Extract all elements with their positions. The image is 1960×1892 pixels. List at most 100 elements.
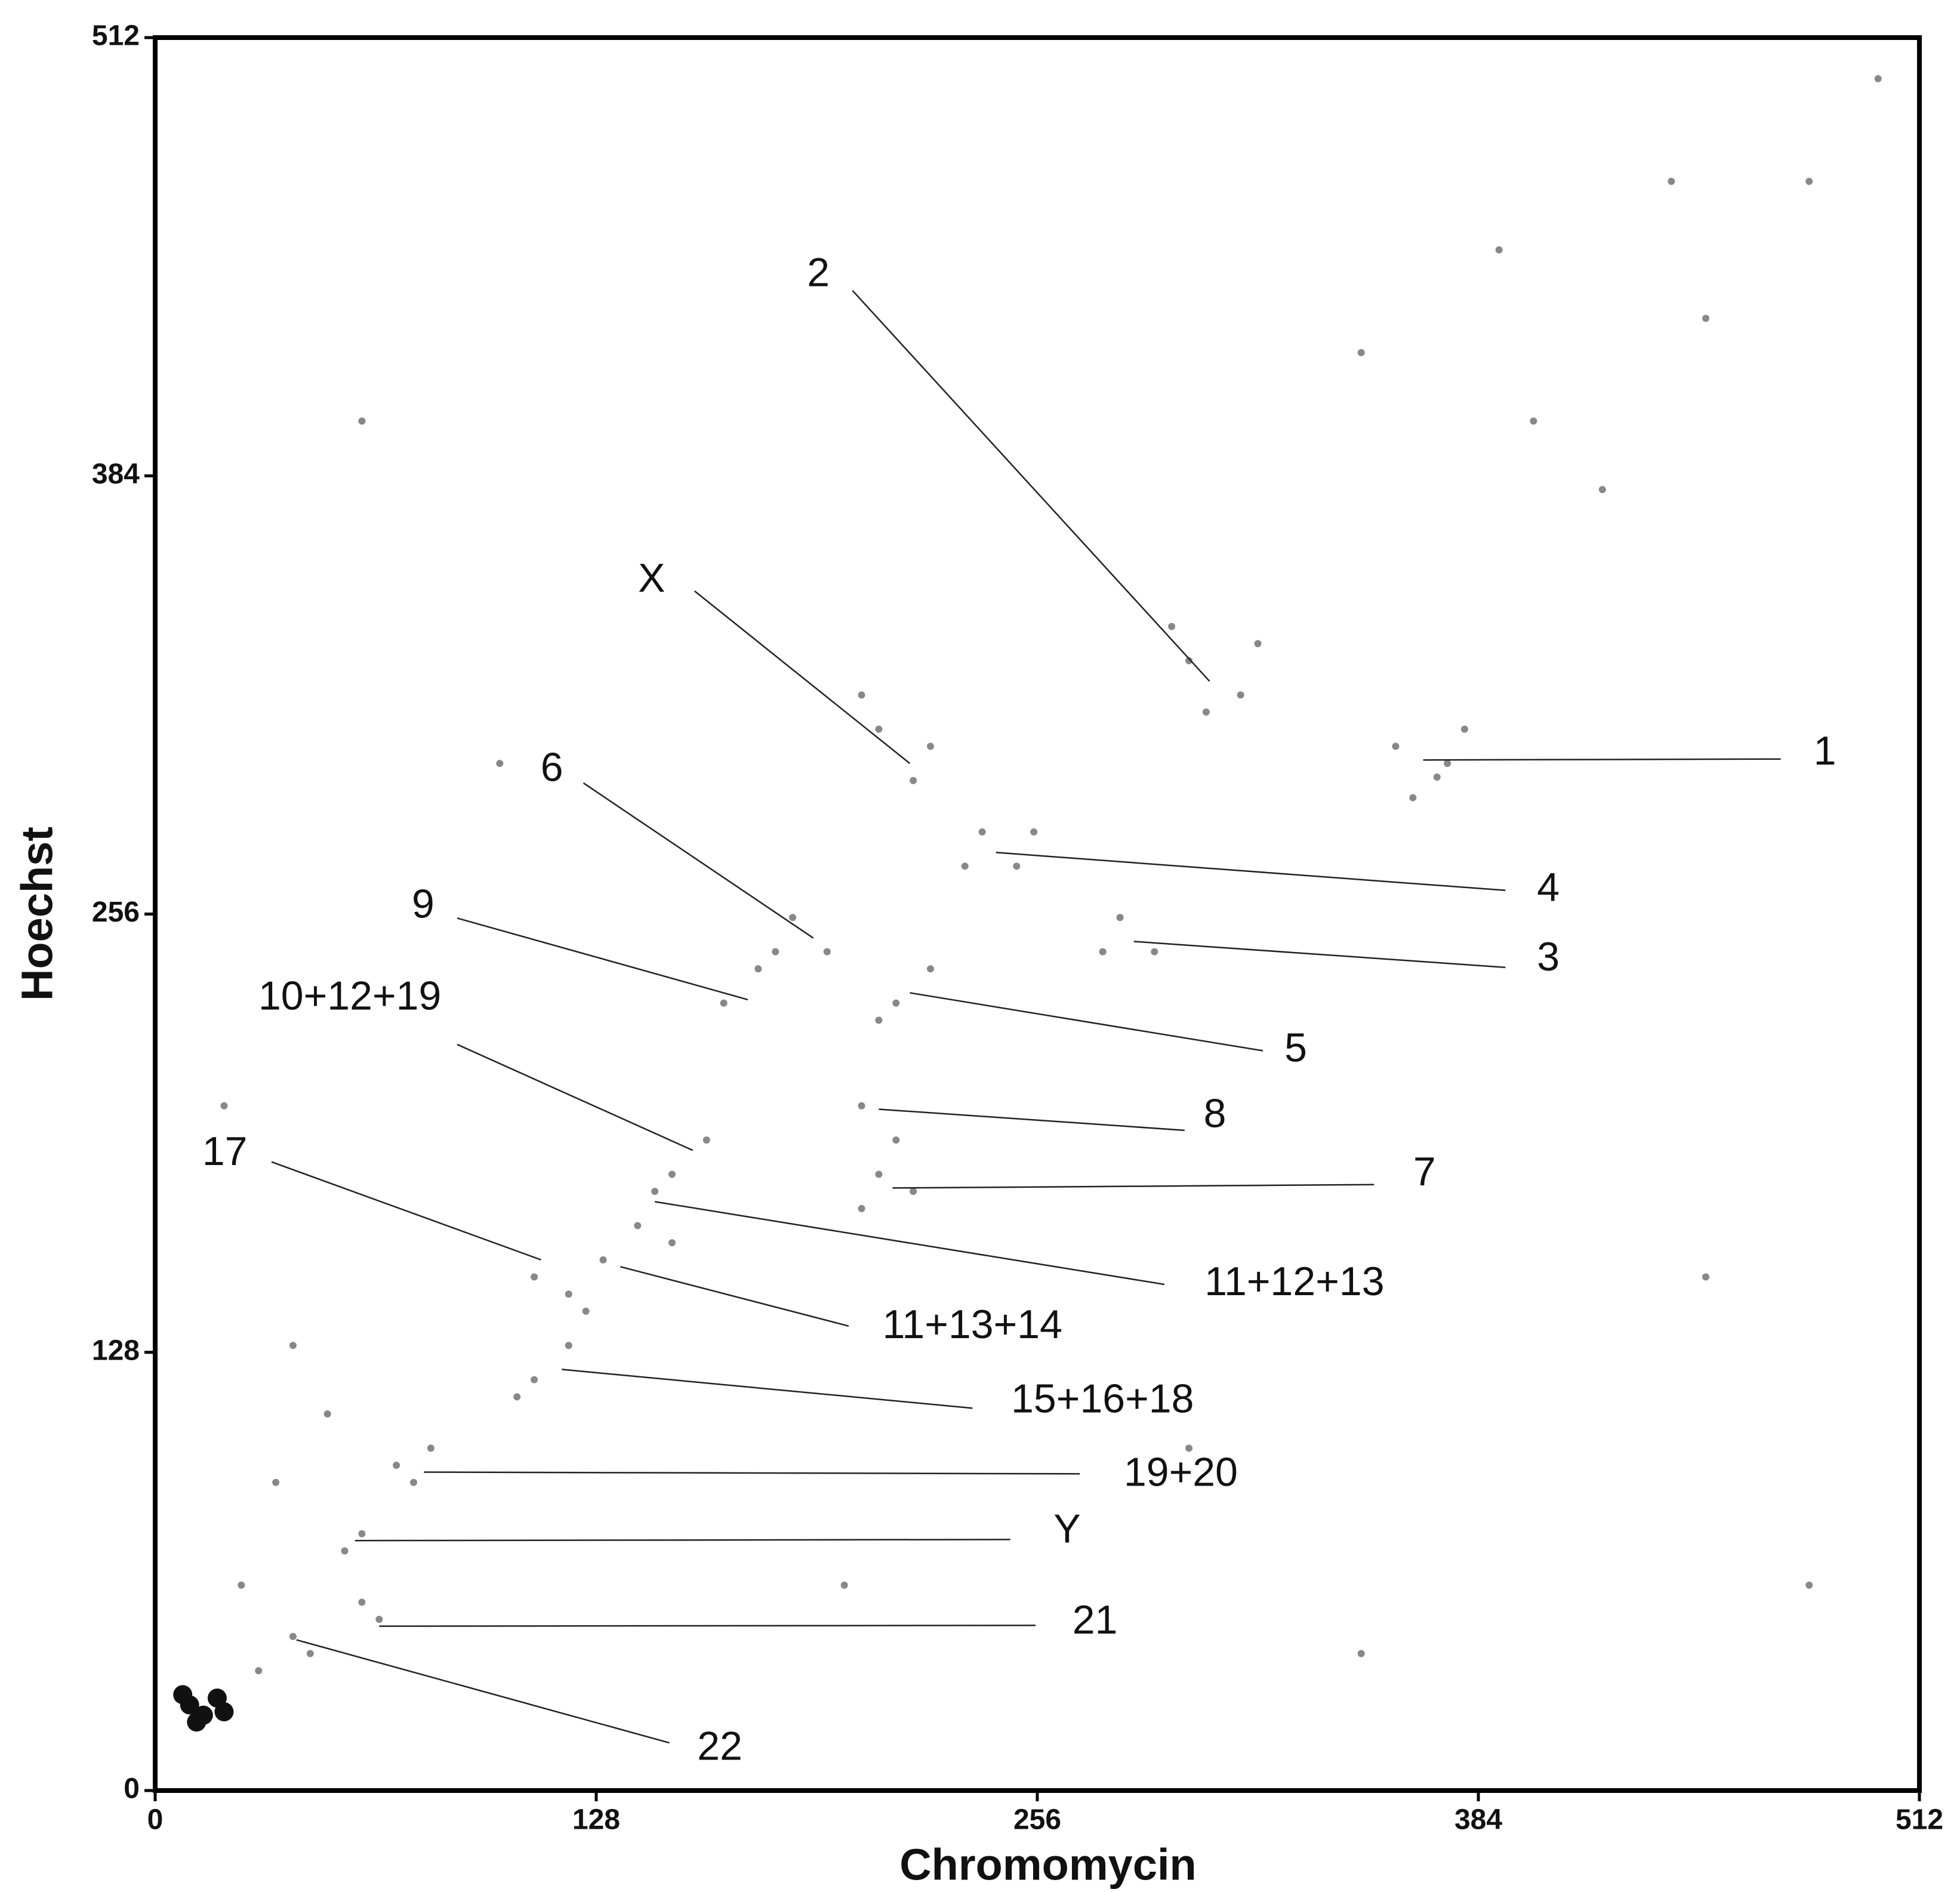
- leader-line: [654, 1201, 1165, 1286]
- point: [358, 1530, 366, 1537]
- point: [1099, 948, 1107, 956]
- point: [496, 760, 504, 768]
- annotation: 9: [412, 881, 434, 926]
- point: [823, 948, 831, 956]
- point: [1668, 177, 1675, 185]
- annotation: 8: [1204, 1091, 1226, 1136]
- point: [187, 1712, 207, 1732]
- point: [858, 1204, 865, 1212]
- leader-line: [457, 917, 748, 1001]
- point: [1444, 760, 1451, 768]
- point: [927, 965, 935, 973]
- leader-line: [879, 1108, 1185, 1132]
- leader-line: [1423, 758, 1781, 761]
- point: [651, 1188, 659, 1195]
- leader-line: [1133, 941, 1506, 969]
- point: [565, 1342, 572, 1349]
- point: [910, 776, 917, 784]
- point: [961, 862, 969, 870]
- point: [772, 948, 779, 956]
- annotation: 7: [1413, 1149, 1436, 1194]
- point: [306, 1650, 314, 1657]
- point: [1702, 1273, 1710, 1281]
- point: [1805, 177, 1813, 185]
- point: [892, 1136, 900, 1144]
- point: [702, 1136, 710, 1144]
- point: [754, 965, 762, 973]
- annotation: 22: [697, 1724, 742, 1769]
- y-axis-title: Hoechst: [13, 827, 62, 1001]
- point: [272, 1478, 280, 1486]
- annotation: Y: [1053, 1506, 1080, 1552]
- leader-line: [583, 782, 814, 939]
- leader-line: [892, 1184, 1375, 1189]
- y-tick-label: 128: [92, 1335, 140, 1366]
- point: [720, 999, 728, 1007]
- point: [565, 1290, 572, 1298]
- x-tick-label: 512: [1896, 1804, 1943, 1836]
- y-tick-label: 256: [92, 896, 140, 928]
- point: [634, 1222, 642, 1230]
- point: [1185, 1444, 1193, 1452]
- point: [410, 1478, 418, 1486]
- point: [513, 1393, 521, 1401]
- point: [1357, 1650, 1365, 1657]
- point: [1495, 246, 1503, 254]
- leader-line: [694, 590, 911, 765]
- leader-line: [996, 851, 1506, 892]
- annotation: 1: [1814, 728, 1836, 774]
- x-axis-title: Chromomycin: [899, 1840, 1197, 1890]
- point: [1185, 657, 1193, 665]
- point: [599, 1256, 607, 1264]
- annotation: 11+12+13: [1204, 1259, 1384, 1304]
- point: [1013, 862, 1021, 870]
- annotation: 15+16+18: [1011, 1376, 1194, 1422]
- annotation: 6: [541, 745, 563, 790]
- y-tick-label: 384: [92, 458, 140, 490]
- point: [1530, 417, 1537, 425]
- point: [858, 1102, 865, 1110]
- point: [341, 1547, 349, 1555]
- point: [668, 1239, 676, 1247]
- leader-line: [355, 1539, 1010, 1542]
- leader-line: [457, 1043, 694, 1151]
- point: [1151, 948, 1158, 956]
- point: [1116, 914, 1124, 922]
- leader-line: [562, 1369, 973, 1409]
- point: [1392, 742, 1400, 750]
- leader-line: [852, 289, 1210, 682]
- point: [978, 828, 986, 836]
- x-tick-label: 384: [1454, 1804, 1502, 1836]
- annotation: 2: [807, 249, 830, 295]
- x-tick-label: 0: [147, 1804, 164, 1836]
- point: [1168, 623, 1176, 630]
- point: [858, 691, 865, 699]
- point: [1460, 725, 1468, 733]
- point: [668, 1170, 676, 1178]
- leader-line: [424, 1471, 1080, 1475]
- x-tick-label: 128: [572, 1804, 620, 1836]
- point: [1202, 708, 1210, 716]
- point: [1357, 349, 1365, 356]
- point: [358, 417, 366, 425]
- y-tick-label: 512: [92, 20, 140, 52]
- annotation: 19+20: [1124, 1449, 1238, 1495]
- point: [875, 1170, 883, 1178]
- leader-line: [271, 1161, 542, 1261]
- leader-line: [620, 1266, 849, 1327]
- point: [1598, 486, 1606, 494]
- point: [173, 1685, 193, 1705]
- y-tick-label: 0: [124, 1773, 140, 1805]
- point: [323, 1410, 331, 1418]
- point: [289, 1342, 297, 1349]
- point: [1702, 315, 1710, 322]
- annotation: X: [638, 555, 665, 600]
- point: [582, 1307, 590, 1315]
- leader-line: [379, 1625, 1036, 1627]
- point: [1433, 774, 1441, 781]
- annotation: 5: [1284, 1025, 1307, 1070]
- point: [840, 1581, 848, 1589]
- point: [427, 1444, 434, 1452]
- point: [214, 1702, 234, 1722]
